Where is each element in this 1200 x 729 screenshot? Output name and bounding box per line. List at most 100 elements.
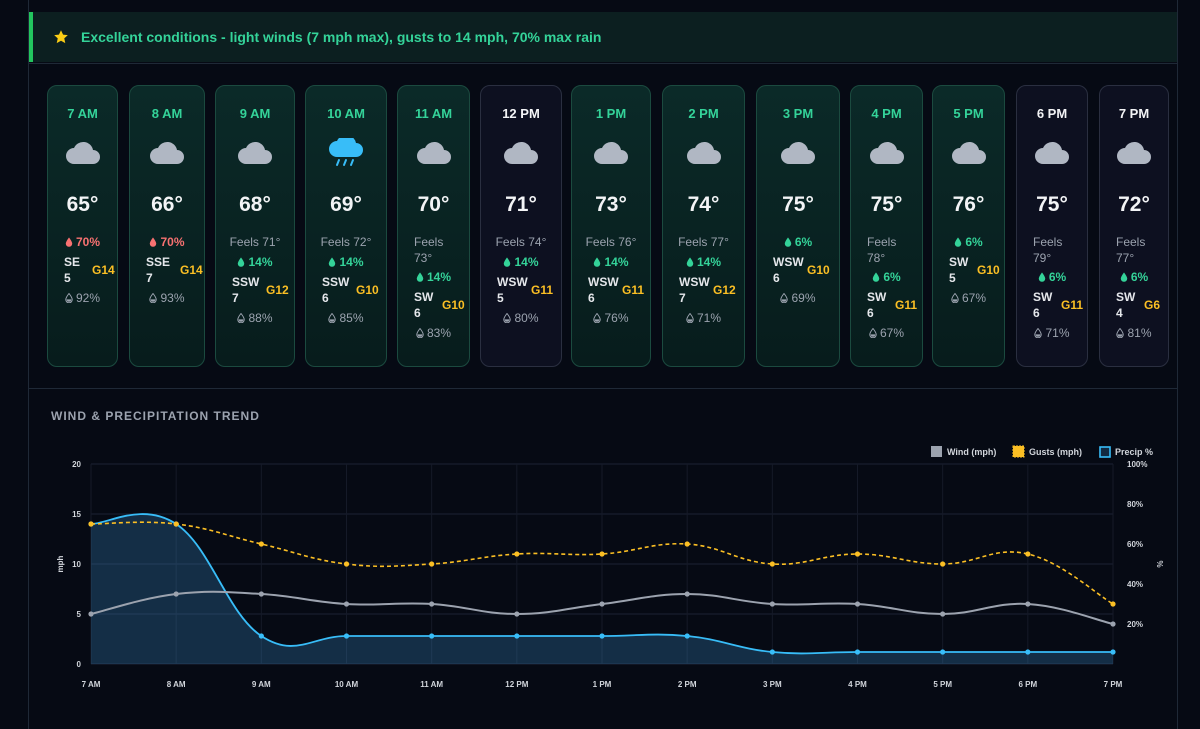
hour-card[interactable]: 1 PM 73° Feels 76° 14% WSW 6 G11 76% — [571, 85, 651, 367]
feels-like: Feels 74° — [495, 235, 547, 249]
precip-chance: 14% — [314, 254, 378, 270]
gust-point — [429, 561, 435, 567]
y2-tick-label: 80% — [1127, 500, 1143, 509]
wind-info: SW 6 G11 — [867, 289, 917, 323]
wind-direction: WSW — [497, 275, 528, 289]
wind-direction: WSW — [679, 275, 710, 289]
gust-point — [343, 561, 350, 567]
rain-cloud-icon — [328, 134, 364, 168]
hour-card[interactable]: 3 PM 75° 6% WSW 6 G10 69% — [756, 85, 840, 367]
x-tick-label: 5 PM — [933, 680, 952, 689]
wind-direction: SSW — [232, 275, 260, 289]
legend-swatch-precip — [1099, 446, 1111, 458]
gust-point — [88, 521, 94, 527]
y-tick-label: 20 — [72, 460, 81, 469]
gust-point — [854, 551, 861, 557]
precip-point — [684, 633, 690, 639]
wind-direction: SE — [64, 255, 81, 269]
feels-like: Feels 76° — [585, 235, 637, 249]
divider — [29, 63, 1177, 64]
hour-card[interactable]: 7 PM 72° Feels 77° 6% SW 4 G6 81% — [1099, 85, 1169, 367]
hour-card[interactable]: 2 PM 74° Feels 77° 14% WSW 7 G12 71% — [662, 85, 745, 367]
temperature: 75° — [782, 193, 814, 216]
precip-point — [1110, 649, 1116, 655]
gust-value: G6 — [1144, 298, 1161, 312]
precip-chance: 6% — [1108, 269, 1160, 285]
precip-point — [940, 649, 946, 655]
humidity: 83% — [406, 325, 461, 341]
precip-point — [514, 633, 520, 639]
wind-speed: 5 — [497, 291, 504, 305]
forecast-panel: Excellent conditions - light winds (7 mp… — [28, 0, 1178, 729]
hour-card[interactable]: 12 PM 71° Feels 74° 14% WSW 5 G11 80% — [480, 85, 562, 367]
wind-direction: SW — [1033, 290, 1053, 304]
cloud-icon — [416, 138, 452, 168]
hour-card[interactable]: 9 AM 68° Feels 71° 14% SSW 7 G12 88% — [215, 85, 295, 367]
wind-info: SE 5 G14 — [64, 254, 115, 288]
wind-info: SSW 6 G10 — [322, 274, 379, 308]
wind-point — [514, 611, 520, 617]
humidity: 93% — [138, 290, 196, 306]
precip-chance: 14% — [406, 269, 461, 285]
wind-point — [173, 591, 179, 597]
gust-point — [940, 561, 946, 567]
humidity: 71% — [671, 310, 736, 326]
temperature: 75° — [1036, 193, 1068, 216]
wind-speed: 7 — [679, 291, 686, 305]
temperature: 74° — [687, 193, 720, 216]
hour-label: 7 AM — [67, 106, 98, 121]
trend-title: WIND & PRECIPITATION TREND — [51, 409, 260, 423]
hour-card[interactable]: 8 AM 66° 70% SSE 7 G14 93% — [129, 85, 205, 367]
wind-precip-chart: 0 5 10 15 20 20% 40% 60% 80% 100% 7 AM 8 AM 9 AM 10 A… — [56, 445, 1164, 689]
wind-direction: SW — [414, 290, 434, 304]
hour-card[interactable]: 7 AM 65° 70% SE 5 G14 92% — [47, 85, 118, 367]
gust-point — [1110, 601, 1116, 607]
wind-point — [1025, 601, 1031, 607]
hour-card[interactable]: 10 AM 69° Feels 72° 14% SSW 6 G10 85% — [305, 85, 387, 367]
hour-label: 4 PM — [871, 106, 902, 121]
hour-card[interactable]: 6 PM 75° Feels 79° 6% SW 6 G11 71% — [1016, 85, 1088, 367]
x-tick-label: 9 AM — [252, 680, 271, 689]
x-tick-label: 1 PM — [593, 680, 612, 689]
humidity: 85% — [314, 310, 378, 326]
wind-speed: 5 — [64, 271, 71, 285]
legend-swatch-wind — [931, 446, 942, 457]
hour-card[interactable]: 4 PM 75° Feels 78° 6% SW 6 G11 67% — [850, 85, 923, 367]
hour-label: 10 AM — [327, 106, 365, 121]
precip-chance: 14% — [224, 254, 286, 270]
hour-card[interactable]: 11 AM 70° Feels 73° 14% SW 6 G10 83% — [397, 85, 470, 367]
precip-point — [1025, 649, 1031, 655]
gust-value: G14 — [92, 263, 115, 277]
hour-label: 8 AM — [151, 106, 183, 121]
wind-speed: 6 — [588, 291, 595, 305]
gust-value: G10 — [356, 283, 379, 297]
y-tick-label: 0 — [77, 660, 82, 669]
legend-label: Precip % — [1115, 447, 1153, 457]
y2-axis-label: % — [1155, 560, 1164, 567]
cloud-icon — [503, 138, 539, 168]
gust-value: G11 — [622, 283, 645, 297]
wind-info: SSW 7 G12 — [232, 274, 289, 308]
humidity: 80% — [489, 310, 553, 326]
gust-value: G10 — [807, 263, 830, 277]
gust-point — [173, 521, 179, 527]
y-axis-label: mph — [56, 555, 65, 572]
cloud-icon — [1116, 138, 1152, 168]
wind-info: SW 6 G10 — [414, 289, 465, 323]
humidity: 88% — [224, 310, 286, 326]
wind-direction: WSW — [773, 255, 804, 269]
y2-tick-label: 40% — [1127, 580, 1143, 589]
gust-value: G12 — [266, 283, 289, 297]
wind-direction: SSE — [146, 255, 171, 269]
hour-card[interactable]: 5 PM 76° 6% SW 5 G10 67% — [932, 85, 1005, 367]
gust-value: G10 — [977, 263, 1000, 277]
feels-like: Feels 78° — [867, 235, 897, 265]
hour-label: 9 AM — [239, 106, 271, 121]
wind-info: SSE 7 G14 — [146, 254, 203, 288]
humidity: 76% — [580, 310, 642, 326]
wind-direction: SW — [949, 255, 969, 269]
x-tick-label: 10 AM — [335, 680, 359, 689]
x-tick-label: 7 PM — [1104, 680, 1123, 689]
hour-label: 6 PM — [1036, 106, 1068, 121]
cloud-icon — [593, 138, 629, 168]
